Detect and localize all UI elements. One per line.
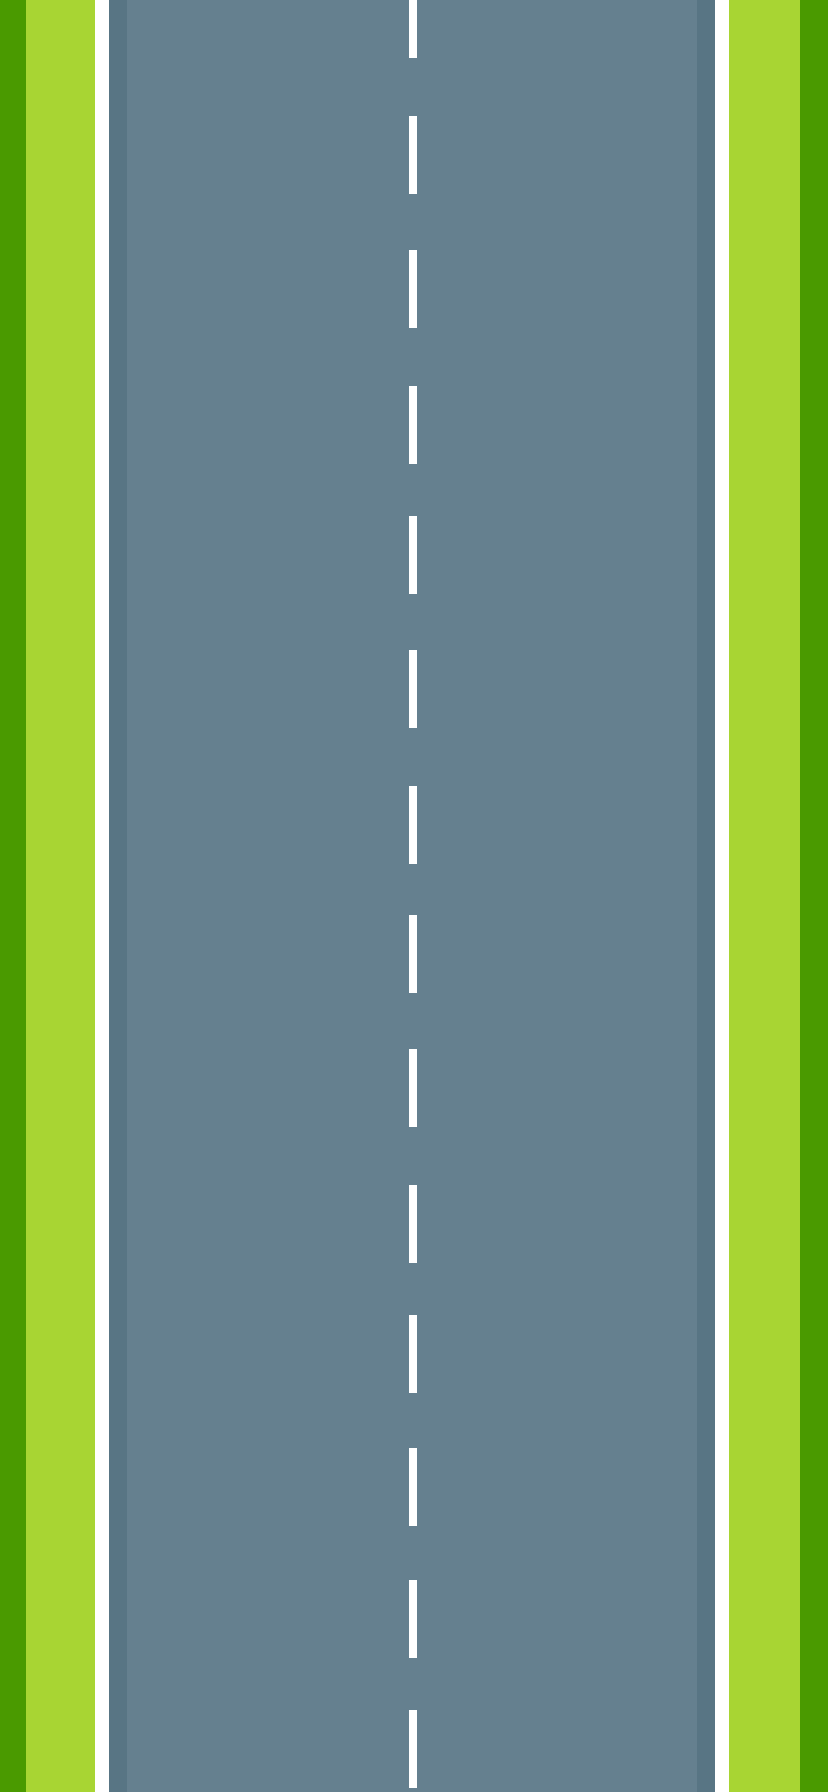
center-dash [409, 0, 417, 58]
road-edge-line-right [715, 0, 729, 1792]
road-shoulder-left [109, 0, 127, 1792]
center-dash [409, 915, 417, 993]
grass-inner-left [26, 0, 95, 1792]
center-dash [409, 1580, 417, 1658]
road-edge-line-left [95, 0, 109, 1792]
center-dash [409, 386, 417, 464]
center-dash [409, 116, 417, 194]
center-dash [409, 650, 417, 728]
center-dash [409, 1049, 417, 1127]
center-dash [409, 1710, 417, 1788]
center-dash [409, 786, 417, 864]
road-shoulder-right [697, 0, 715, 1792]
grass-inner-right [729, 0, 800, 1792]
center-dash [409, 1185, 417, 1263]
center-dash [409, 1448, 417, 1526]
center-lane-divider [409, 0, 417, 1792]
center-dash [409, 516, 417, 594]
center-dash [409, 250, 417, 328]
center-dash [409, 1315, 417, 1393]
grass-outer-left [0, 0, 26, 1792]
grass-outer-right [800, 0, 828, 1792]
